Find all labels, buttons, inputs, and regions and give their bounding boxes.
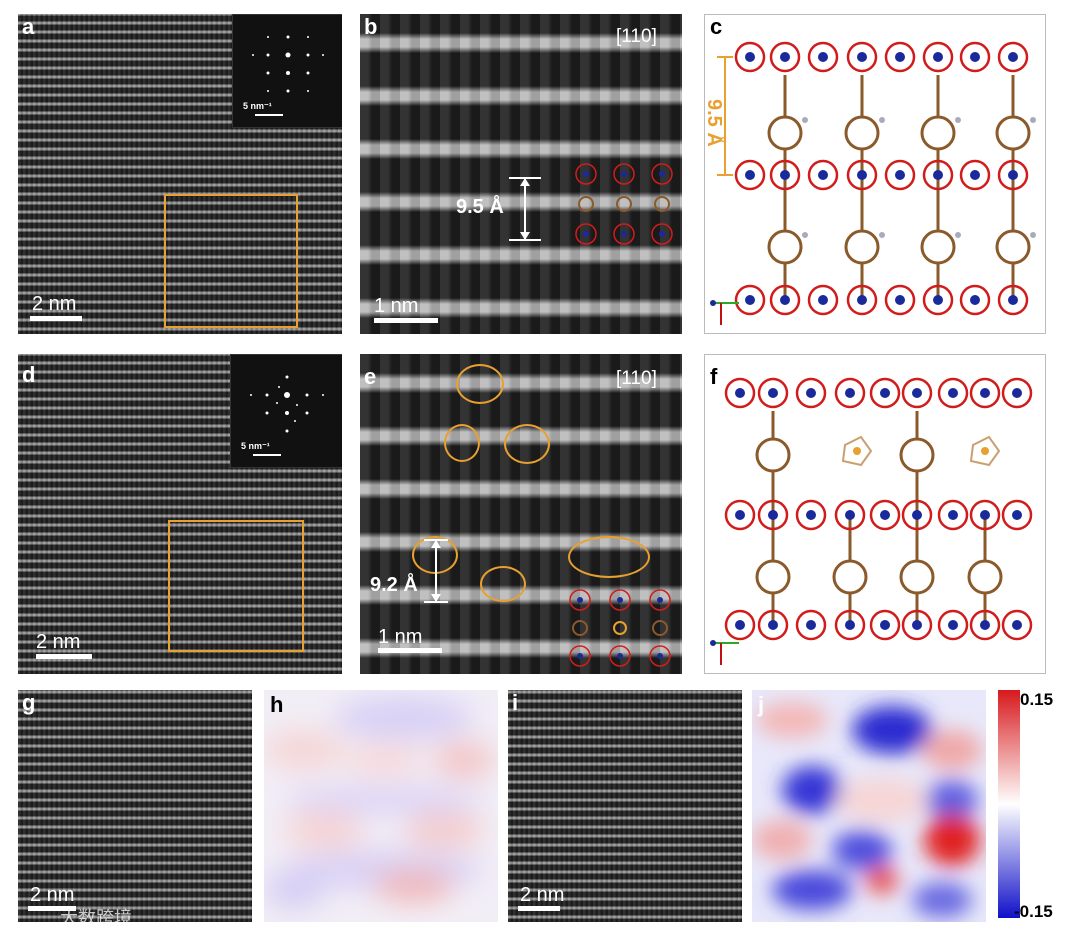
- panel-f-axes-icon: [710, 640, 739, 665]
- panel-e-image: [110] 9.2 Å 1 nm: [360, 354, 682, 674]
- panel-e-zone-axis: [110]: [616, 368, 657, 389]
- panel-d-fft-inset: 5 nm⁻¹: [230, 354, 342, 468]
- panel-i-scale-bar: [518, 906, 560, 911]
- panel-b-spacing-marker: [509, 177, 541, 241]
- panel-b-scale-text: 1 nm: [374, 295, 419, 317]
- defect-oval: [480, 566, 526, 602]
- fft-pattern-icon: [250, 375, 324, 456]
- panel-b-scale-bar: [374, 318, 438, 323]
- panel-d-label: d: [22, 362, 36, 387]
- panel-d-inset-scale-text: 5 nm⁻¹: [241, 441, 270, 451]
- colorbar-max-label: 0.15: [1020, 690, 1054, 709]
- panel-e-structure-overlay: [569, 589, 671, 667]
- panel-b-structure-overlay: [575, 163, 673, 245]
- panel-g-scale-bar: [28, 906, 76, 911]
- panel-b-spacing-text: 9.5 Å: [456, 196, 504, 218]
- panel-a-fft-inset: 5 nm⁻¹: [232, 14, 342, 128]
- panel-c-structure: 9.5 Å: [704, 14, 1046, 334]
- defect-oval: [456, 364, 504, 404]
- panel-f-structure: [704, 354, 1046, 674]
- panel-e-spacing-marker: [424, 539, 448, 603]
- colorbar-min-label: -0.15: [1014, 902, 1053, 921]
- panel-c-spacing-text: 9.5 Å: [704, 99, 725, 147]
- panel-a-zoom-box: [164, 194, 298, 328]
- panel-d-zoom-box: [168, 520, 304, 652]
- panel-c-label: c: [710, 14, 723, 39]
- panel-c-axes-icon: [710, 300, 739, 325]
- panel-h-label: h: [270, 692, 284, 717]
- panel-d-image: 5 nm⁻¹ 2 nm: [18, 354, 342, 674]
- defect-oval: [568, 536, 650, 578]
- panel-a-label: a: [22, 14, 35, 39]
- colorbar: [998, 690, 1020, 918]
- defect-oval: [504, 424, 550, 464]
- panel-b-zone-axis: [110]: [616, 26, 657, 47]
- panel-g-image: 2 nm: [18, 690, 252, 922]
- panel-i-scale-text: 2 nm: [520, 884, 565, 906]
- panel-h-strain-field: [264, 690, 498, 922]
- panel-g-label: g: [22, 690, 36, 715]
- panel-d-scale-bar: [36, 654, 92, 659]
- panel-f-framework-diagram: [710, 377, 1033, 665]
- panel-e-scale-text: 1 nm: [378, 626, 423, 648]
- panel-a-scale-bar: [30, 316, 82, 321]
- watermark-logo-text: 大数跨境: [60, 908, 132, 928]
- panel-j-strain-field: [752, 690, 986, 922]
- panel-a-image: 5 nm⁻¹ 2 nm: [18, 14, 342, 334]
- defect-oval: [444, 424, 480, 462]
- panel-i-label: i: [512, 690, 519, 715]
- fft-pattern-icon: [252, 35, 324, 116]
- panel-c-framework-diagram: [710, 41, 1036, 325]
- panel-e-scale-bar: [378, 648, 442, 653]
- panel-b-label: b: [364, 14, 378, 39]
- panel-h-strain-map: [264, 690, 498, 922]
- panel-g-scale-text: 2 nm: [30, 884, 75, 906]
- panel-b-image: [110] 9.5 Å 1 nm: [360, 14, 682, 334]
- panel-e-label: e: [364, 364, 377, 389]
- panel-i-image: 2 nm: [508, 690, 742, 922]
- panel-e-spacing-text: 9.2 Å: [370, 574, 418, 596]
- panel-f-label: f: [710, 364, 718, 389]
- panel-a-inset-scale-text: 5 nm⁻¹: [243, 101, 272, 111]
- panel-a-scale-text: 2 nm: [32, 293, 77, 315]
- panel-j-label: j: [758, 692, 765, 717]
- panel-j-strain-map: [752, 690, 986, 922]
- panel-d-scale-text: 2 nm: [36, 631, 81, 653]
